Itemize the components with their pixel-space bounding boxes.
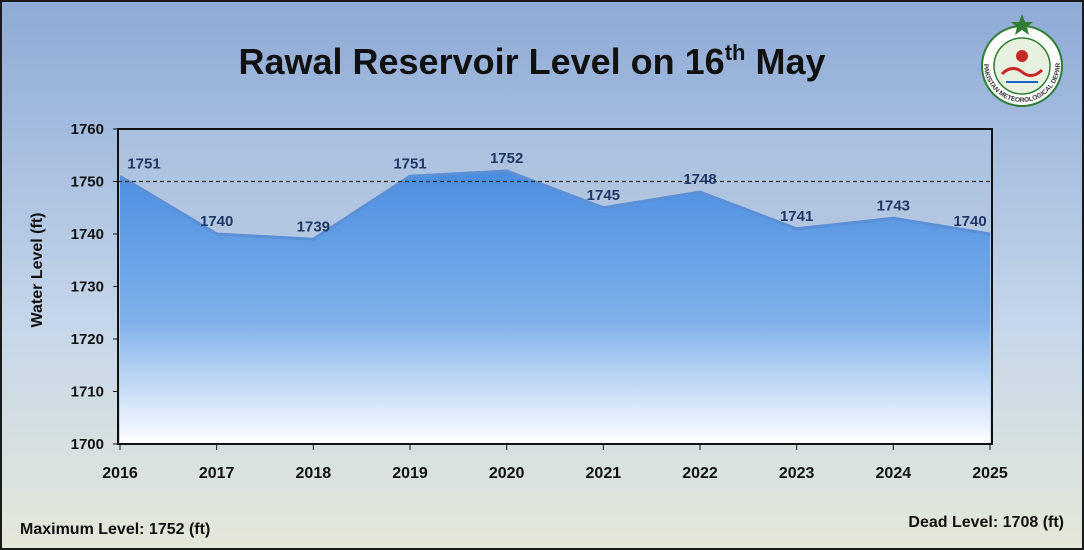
data-label: 1751 (127, 155, 160, 172)
x-tick-label: 2017 (199, 465, 235, 482)
y-tick-label: 1730 (71, 279, 104, 296)
y-axis: 1700 1710 1720 1730 1740 1750 1760 (71, 121, 118, 453)
max-level-note: Maximum Level: 1752 (ft) (20, 521, 211, 538)
title-main: Rawal Reservoir Level on 16 (238, 41, 725, 82)
data-label: 1748 (683, 171, 716, 188)
x-axis: 2016 2017 2018 2019 2020 2021 2022 2023 2024 2025 (102, 444, 1008, 482)
x-tick-label: 2025 (972, 465, 1008, 482)
title-superscript: th (724, 40, 746, 65)
data-labels: 1751 1740 1739 1751 1752 1745 1748 1741 1743 1740 (127, 150, 986, 235)
x-tick-label: 2019 (392, 465, 428, 482)
x-tick-label: 2020 (489, 465, 525, 482)
data-label: 1745 (587, 187, 620, 204)
data-label: 1743 (877, 197, 910, 214)
area-fill (120, 171, 990, 444)
y-tick-label: 1750 (71, 174, 104, 191)
x-tick-label: 2024 (876, 465, 912, 482)
y-tick-label: 1740 (71, 226, 104, 243)
y-tick-label: 1720 (71, 331, 104, 348)
data-label: 1752 (490, 150, 523, 167)
x-tick-label: 2022 (682, 465, 718, 482)
series-line (119, 169, 991, 241)
y-tick-label: 1710 (71, 384, 104, 401)
x-tick-label: 2016 (102, 465, 138, 482)
x-tick-label: 2023 (779, 465, 815, 482)
data-label: 1740 (953, 213, 986, 230)
dead-level-note: Dead Level: 1708 (ft) (908, 514, 1064, 531)
pmd-logo-icon: PAKISTAN METEOROLOGICAL DEPARTMENT (970, 12, 1063, 107)
data-label: 1741 (780, 208, 813, 225)
x-tick-label: 2021 (586, 465, 622, 482)
data-label: 1751 (393, 155, 426, 172)
y-tick-label: 1760 (71, 121, 104, 138)
chart-title: Rawal Reservoir Level on 16th May (2, 40, 1062, 83)
title-tail: May (745, 41, 826, 82)
y-axis-label: Water Level (ft) (29, 213, 46, 328)
y-tick-label: 1700 (71, 436, 104, 453)
x-tick-label: 2018 (296, 465, 332, 482)
area-layer (119, 169, 991, 444)
data-label: 1739 (297, 218, 330, 235)
data-label: 1740 (200, 213, 233, 230)
